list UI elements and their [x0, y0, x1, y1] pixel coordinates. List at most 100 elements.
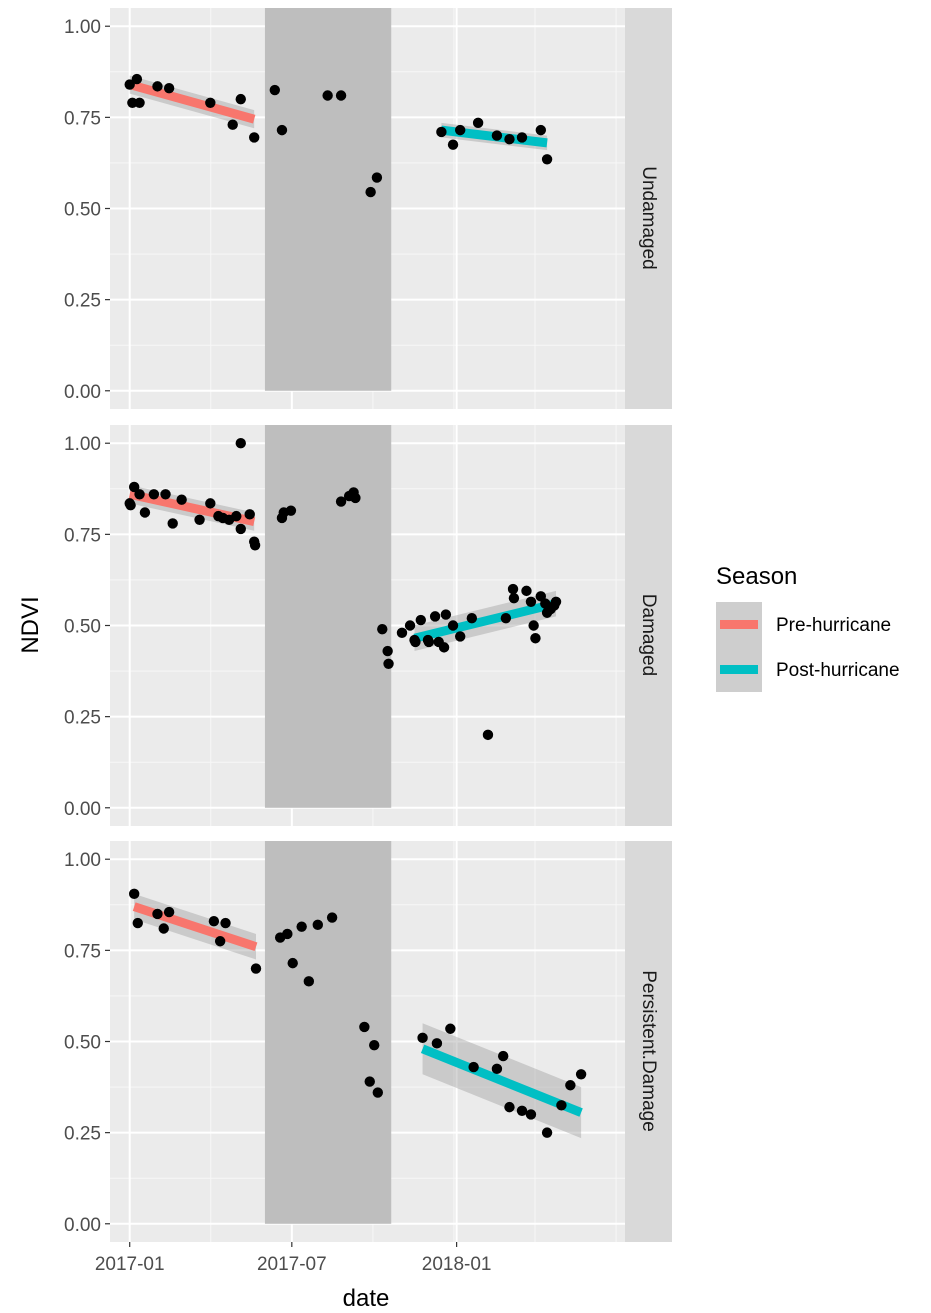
- data-point: [508, 592, 520, 604]
- data-point: [163, 83, 175, 94]
- facet-strip: [625, 8, 672, 409]
- data-point: [438, 642, 450, 653]
- y-tick-label: 0.00: [64, 382, 101, 403]
- data-point: [124, 79, 135, 90]
- data-point: [516, 132, 528, 143]
- y-tick-label: 0.75: [64, 108, 101, 129]
- data-point: [128, 481, 140, 493]
- data-point: [132, 917, 143, 929]
- data-point: [128, 888, 140, 900]
- data-point: [491, 1063, 503, 1075]
- data-point: [575, 1069, 587, 1080]
- data-point: [214, 936, 226, 947]
- data-point: [160, 489, 171, 500]
- trend-line-post-hurricane: [413, 599, 558, 643]
- trend-line-post-hurricane: [420, 1044, 583, 1117]
- data-point: [455, 124, 466, 136]
- data-point: [139, 507, 151, 518]
- data-point: [235, 438, 246, 449]
- data-point: [525, 596, 537, 608]
- y-tick-label: 0.75: [64, 941, 101, 962]
- data-point: [472, 117, 484, 129]
- data-point: [244, 509, 255, 520]
- y-tick-label: 1.00: [64, 17, 101, 38]
- data-point: [326, 912, 338, 923]
- y-tick-label: 0.25: [64, 291, 101, 312]
- data-point: [131, 73, 143, 85]
- data-point: [541, 154, 553, 165]
- data-point: [220, 917, 231, 929]
- data-point: [335, 496, 347, 507]
- data-point: [152, 81, 163, 92]
- data-point: [335, 90, 347, 101]
- data-point: [235, 523, 246, 535]
- facet-strip: [625, 841, 672, 1242]
- data-point: [466, 613, 478, 624]
- data-point: [500, 613, 512, 624]
- data-point: [565, 1080, 576, 1091]
- data-point: [447, 139, 459, 150]
- data-point: [372, 1087, 383, 1098]
- y-tick-label: 0.50: [64, 617, 101, 638]
- data-point: [364, 1076, 375, 1087]
- data-point: [491, 130, 503, 141]
- data-point: [396, 627, 408, 638]
- data-point: [423, 636, 435, 648]
- x-tick-label: 2017-01: [95, 1254, 165, 1275]
- y-tick-label: 0.75: [64, 525, 101, 546]
- data-point: [415, 614, 426, 626]
- data-point: [269, 84, 280, 96]
- data-point: [350, 492, 361, 504]
- data-point: [125, 500, 136, 511]
- data-point: [377, 623, 388, 635]
- data-point: [282, 928, 293, 940]
- facet-strip-label: Damaged: [638, 594, 659, 676]
- data-point: [371, 172, 383, 183]
- data-point: [285, 505, 297, 516]
- data-point: [208, 916, 220, 927]
- data-point: [250, 963, 262, 974]
- panel-damaged: 0.00 0.25 0.50 0.75 1.00 Damaged: [64, 425, 672, 826]
- data-point: [410, 636, 421, 648]
- data-point: [276, 124, 288, 136]
- data-point: [134, 489, 145, 500]
- data-point: [445, 1023, 456, 1034]
- data-point: [447, 620, 459, 631]
- y-tick-label: 0.25: [64, 1124, 101, 1145]
- y-axis-title: NDVI: [17, 596, 44, 653]
- y-tick-label: 0.50: [64, 200, 101, 221]
- data-point: [550, 596, 562, 608]
- data-point: [525, 1109, 537, 1120]
- data-point: [231, 510, 242, 522]
- data-point: [167, 518, 178, 529]
- data-point: [312, 919, 323, 931]
- data-point: [369, 1039, 380, 1051]
- y-tick-label: 0.50: [64, 1033, 101, 1054]
- data-point: [303, 976, 315, 987]
- legend-title: Season: [716, 563, 797, 590]
- data-point: [227, 119, 238, 130]
- data-point: [528, 620, 539, 631]
- data-point: [482, 729, 494, 741]
- data-point: [507, 583, 519, 595]
- data-point: [296, 921, 307, 932]
- data-point: [429, 611, 441, 622]
- data-point: [322, 90, 333, 101]
- data-point: [249, 540, 261, 551]
- data-point: [287, 957, 298, 969]
- data-point: [134, 97, 145, 108]
- data-point: [468, 1061, 479, 1073]
- data-point: [516, 1105, 528, 1116]
- data-point: [535, 124, 547, 136]
- legend-label: Pre-hurricane: [776, 615, 891, 636]
- data-point: [383, 658, 394, 669]
- data-point: [152, 908, 163, 920]
- trend-line-pre-hurricane: [128, 80, 256, 124]
- data-point: [382, 645, 393, 657]
- data-point: [365, 186, 376, 198]
- facet-strip-label: Persistent.Damage: [638, 970, 659, 1132]
- x-tick-label: 2018-01: [422, 1254, 492, 1275]
- hurricane-period-shading: [264, 841, 392, 1224]
- y-tick-label: 1.00: [64, 434, 101, 455]
